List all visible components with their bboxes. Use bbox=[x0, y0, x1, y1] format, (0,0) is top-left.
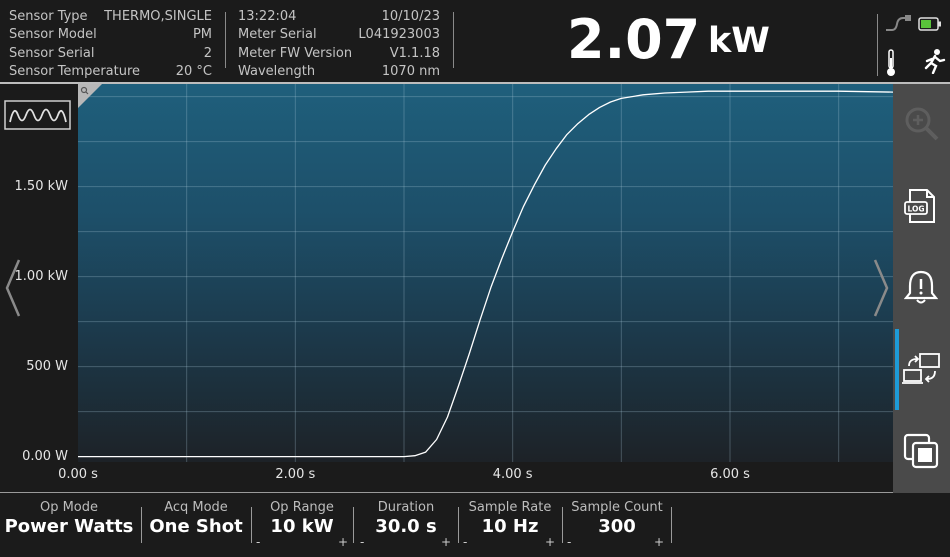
y-tick-label: 1.00 kW bbox=[14, 268, 68, 284]
sensor-link-icon bbox=[884, 12, 914, 34]
footer-bar: Op Mode Power Watts Acq Mode One Shot Op… bbox=[0, 493, 950, 557]
wavelength-row: Wavelength 1070 nm bbox=[238, 64, 440, 82]
header-panel: Sensor Type THERMO,SINGLE Sensor Model P… bbox=[0, 0, 950, 83]
running-person-icon bbox=[922, 48, 946, 74]
sample-count-increment-button[interactable]: + bbox=[654, 535, 665, 549]
sample-rate-increment-button[interactable]: + bbox=[545, 535, 556, 549]
y-tick-label: 0.00 W bbox=[22, 448, 68, 464]
sensor-serial-label: Sensor Serial bbox=[9, 46, 95, 61]
zoom-icon[interactable] bbox=[902, 104, 940, 142]
op-range-increment-button[interactable]: + bbox=[338, 535, 349, 549]
sensor-serial-row: Sensor Serial 2 bbox=[9, 46, 212, 64]
duration-increment-button[interactable]: + bbox=[441, 535, 452, 549]
x-tick-label: 6.00 s bbox=[710, 467, 750, 482]
duration-decrement-button[interactable]: - bbox=[360, 535, 365, 549]
power-reading-value: 2.07 bbox=[567, 8, 701, 71]
x-tick-label: 4.00 s bbox=[492, 467, 533, 482]
footer-divider bbox=[353, 507, 354, 543]
wavelength-value: 1070 nm bbox=[381, 64, 440, 79]
datetime-row: 13:22:04 10/10/23 bbox=[238, 9, 440, 27]
x-tick-label: 2.00 s bbox=[275, 467, 316, 482]
sensor-model-value: PM bbox=[192, 27, 212, 42]
op-range-value: 10 kW bbox=[270, 516, 334, 537]
meter-serial-label: Meter Serial bbox=[238, 27, 317, 42]
meter-fw-row: Meter FW Version V1.1.18 bbox=[238, 46, 440, 64]
duration-control[interactable]: Duration 30.0 s bbox=[356, 493, 456, 557]
sensor-type-label: Sensor Type bbox=[9, 9, 88, 24]
duration-value: 30.0 s bbox=[375, 516, 437, 537]
alarm-bell-icon[interactable] bbox=[904, 269, 938, 305]
plot-area[interactable] bbox=[78, 84, 893, 462]
zoom-corner-tab[interactable] bbox=[78, 84, 102, 108]
sample-count-control[interactable]: Sample Count 300 bbox=[564, 493, 670, 557]
sensor-type-row: Sensor Type THERMO,SINGLE bbox=[9, 9, 212, 27]
sample-count-value: 300 bbox=[598, 516, 636, 537]
op-range-control[interactable]: Op Range 10 kW bbox=[253, 493, 351, 557]
sensor-model-row: Sensor Model PM bbox=[9, 27, 212, 45]
waveform-icon[interactable] bbox=[4, 100, 71, 130]
op-mode-control[interactable]: Op Mode Power Watts bbox=[0, 493, 138, 557]
window-stack-icon[interactable] bbox=[903, 433, 939, 469]
sensor-serial-value: 2 bbox=[203, 46, 212, 61]
log-icon[interactable]: LOG bbox=[903, 188, 937, 224]
meter-fw-label: Meter FW Version bbox=[238, 46, 353, 61]
meter-serial-value: L041923003 bbox=[358, 27, 440, 42]
meter-serial-row: Meter Serial L041923003 bbox=[238, 27, 440, 45]
header-divider-line bbox=[0, 82, 950, 84]
footer-divider bbox=[671, 507, 672, 543]
battery-icon bbox=[918, 17, 942, 31]
chevron-right-icon[interactable] bbox=[872, 258, 890, 318]
footer-divider bbox=[458, 507, 459, 543]
footer-divider bbox=[251, 507, 252, 543]
op-range-label: Op Range bbox=[270, 500, 334, 515]
sample-rate-label: Sample Rate bbox=[468, 500, 552, 515]
sample-count-label: Sample Count bbox=[571, 500, 663, 515]
header-divider bbox=[453, 12, 454, 68]
duration-label: Duration bbox=[377, 500, 435, 515]
sensor-temperature-label: Sensor Temperature bbox=[9, 64, 141, 79]
acq-mode-control[interactable]: Acq Mode One Shot bbox=[144, 493, 248, 557]
header-divider bbox=[877, 14, 878, 76]
footer-divider bbox=[562, 507, 563, 543]
sensor-temperature-row: Sensor Temperature 20 °C bbox=[9, 64, 212, 82]
op-mode-label: Op Mode bbox=[39, 500, 99, 515]
sensor-model-label: Sensor Model bbox=[9, 27, 97, 42]
power-reading-unit: kW bbox=[708, 21, 770, 61]
power-series-line bbox=[78, 90, 893, 458]
clock-date: 10/10/23 bbox=[381, 9, 440, 24]
sensor-type-value: THERMO,SINGLE bbox=[104, 9, 212, 24]
x-tick-label: 0.00 s bbox=[58, 467, 98, 482]
acq-mode-label: Acq Mode bbox=[164, 500, 228, 515]
sample-rate-decrement-button[interactable]: - bbox=[463, 535, 468, 549]
screen-share-icon[interactable] bbox=[902, 352, 942, 386]
wavelength-label: Wavelength bbox=[238, 64, 316, 79]
meter-fw-value: V1.1.18 bbox=[389, 46, 440, 61]
sample-rate-value: 10 Hz bbox=[481, 516, 539, 537]
sample-count-decrement-button[interactable]: - bbox=[567, 535, 572, 549]
clock-time: 13:22:04 bbox=[238, 9, 297, 24]
footer-divider bbox=[141, 507, 142, 543]
chevron-left-icon[interactable] bbox=[4, 258, 22, 318]
header-divider bbox=[225, 12, 226, 68]
sample-rate-control[interactable]: Sample Rate 10 Hz bbox=[460, 493, 560, 557]
y-tick-label: 1.50 kW bbox=[14, 178, 68, 194]
plot-bottom-line bbox=[0, 492, 893, 493]
y-tick-label: 500 W bbox=[26, 358, 68, 374]
op-range-decrement-button[interactable]: - bbox=[256, 535, 261, 549]
thermometer-icon bbox=[884, 48, 898, 78]
power-chart[interactable] bbox=[78, 84, 893, 462]
sensor-temperature-value: 20 °C bbox=[175, 64, 212, 79]
op-mode-value: Power Watts bbox=[4, 516, 134, 537]
acq-mode-value: One Shot bbox=[149, 516, 243, 537]
active-indicator bbox=[895, 329, 899, 410]
svg-text:LOG: LOG bbox=[907, 205, 924, 214]
